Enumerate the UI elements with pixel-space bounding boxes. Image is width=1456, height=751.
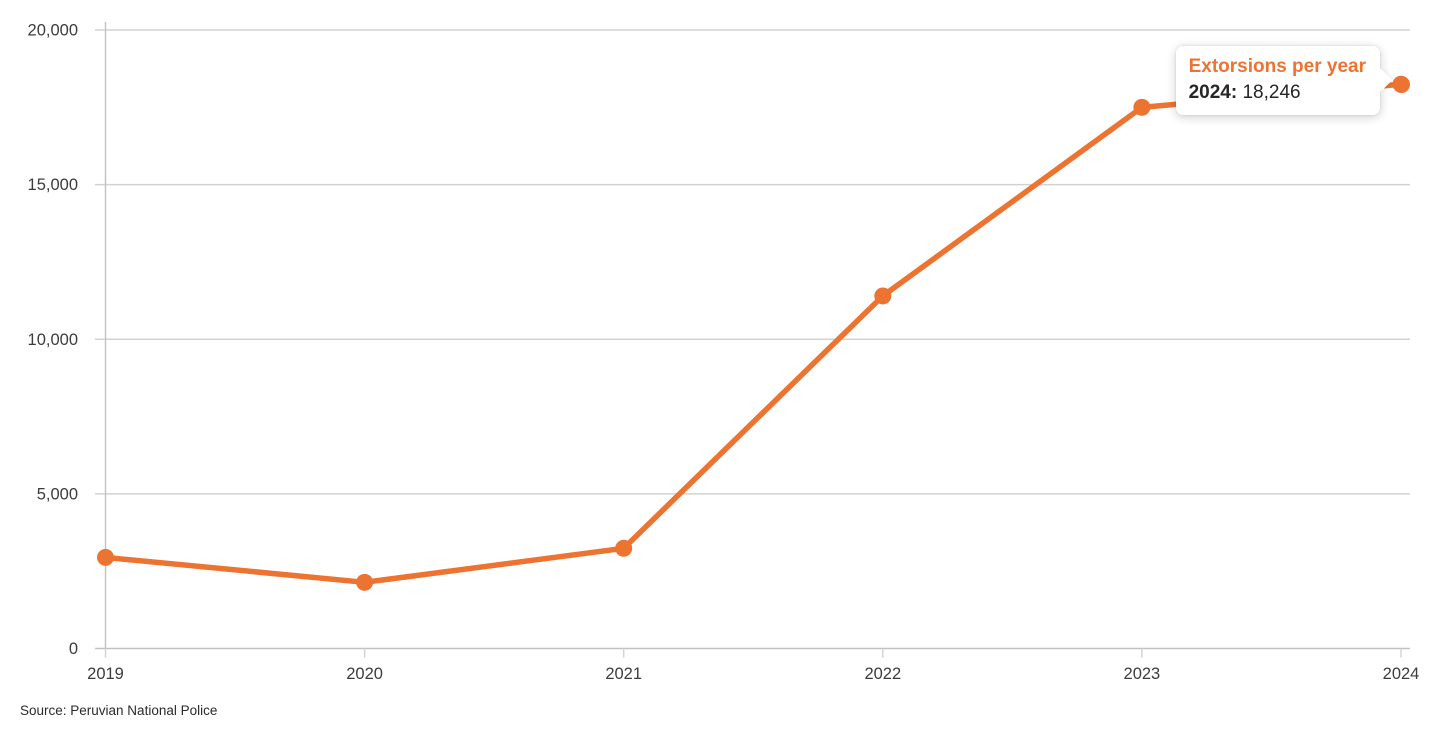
y-tick-label: 20,000	[28, 22, 78, 40]
x-tick-label: 2019	[87, 665, 124, 683]
tooltip-title: Extorsions per year	[1188, 56, 1366, 77]
data-point[interactable]	[356, 573, 374, 591]
tooltip: Extorsions per year 2024: 18,246	[1175, 46, 1393, 115]
series-line	[102, 81, 1404, 586]
x-tick-label: 2021	[605, 665, 642, 683]
data-point[interactable]	[97, 548, 114, 566]
y-tick-label: 5,000	[37, 485, 78, 503]
x-tick-label: 2020	[346, 665, 383, 683]
y-tick-label: 0	[69, 640, 78, 658]
y-tick-label: 15,000	[28, 176, 78, 194]
highlighted-data-point[interactable]	[1392, 75, 1410, 93]
data-point[interactable]	[615, 539, 633, 557]
data-point[interactable]	[874, 287, 892, 305]
tooltip-year-label: 2024:	[1188, 82, 1238, 103]
source-note: Source: Peruvian National Police	[20, 703, 218, 718]
x-tick-label: 2022	[864, 665, 901, 683]
y-tick-label: 10,000	[28, 331, 78, 349]
tooltip-number: 18,246	[1242, 82, 1301, 103]
data-point[interactable]	[1133, 98, 1151, 116]
tooltip-value: 2024: 18,246	[1189, 80, 1366, 106]
x-tick-label: 2023	[1124, 665, 1161, 683]
x-tick-label: 2024	[1383, 665, 1420, 683]
